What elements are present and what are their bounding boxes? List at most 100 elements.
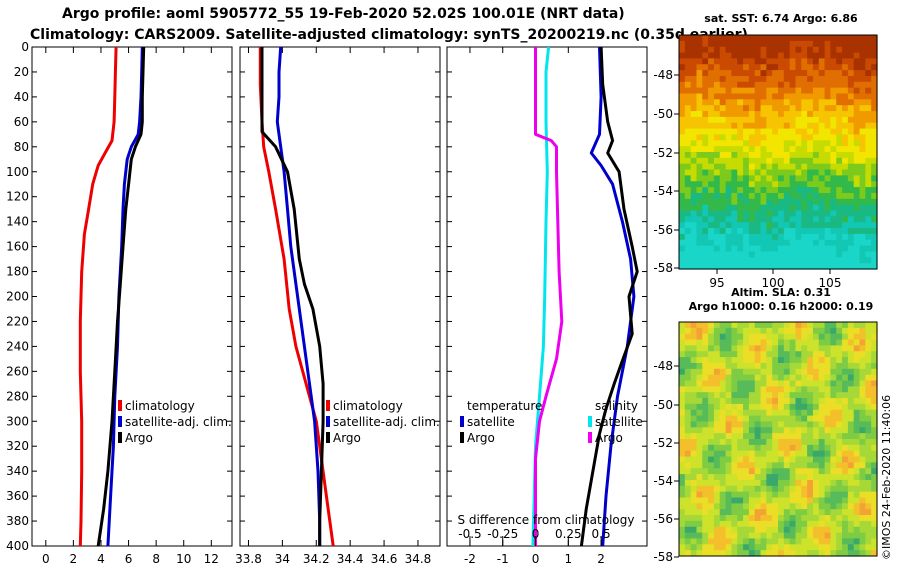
sla-map-cell xyxy=(859,503,866,510)
sla-map-cell xyxy=(824,444,832,452)
sst-map-cell xyxy=(830,257,837,264)
sla-map-cell xyxy=(679,409,686,417)
sla-map-cell xyxy=(847,380,855,387)
sst-map-cell xyxy=(713,99,721,106)
sst-map-x-tick-label: 100 xyxy=(762,276,785,290)
sst-map-cell xyxy=(818,46,826,54)
sla-map-cell xyxy=(859,392,866,399)
sst-map-cell xyxy=(679,239,686,247)
sla-map-cell xyxy=(789,509,797,516)
sst-map-cell xyxy=(847,233,855,241)
sst-map-cell xyxy=(725,87,733,95)
sla-map-cell xyxy=(737,433,744,440)
sla-map-cell xyxy=(743,479,750,487)
sla-map-cell xyxy=(743,456,750,463)
sst-map-cell xyxy=(766,204,773,212)
sst-map-cell xyxy=(824,216,832,223)
sla-map-cell xyxy=(748,345,756,352)
sla-map-cell xyxy=(807,497,814,504)
sst-map-cell xyxy=(865,99,872,106)
sla-map-cell xyxy=(812,526,820,534)
sla-map-cell xyxy=(859,421,866,428)
sla-map-cell xyxy=(812,415,820,423)
sst-map-cell xyxy=(842,93,849,100)
sst-map-cell xyxy=(853,146,861,153)
sst-map-cell xyxy=(679,75,686,83)
sst-map-cell xyxy=(696,175,703,182)
sla-map-cell xyxy=(789,515,797,522)
sst-map-cell xyxy=(713,222,721,229)
sla-map-cell xyxy=(737,327,744,335)
sla-map-cell xyxy=(789,362,797,370)
sla-map-cell xyxy=(801,409,808,417)
sla-map-cell xyxy=(789,526,797,534)
sst-map-cell xyxy=(789,257,797,264)
sst-map-cell xyxy=(795,152,802,159)
sst-map-cell xyxy=(766,99,773,106)
sst-map-cell xyxy=(824,187,832,194)
sst-map-cell xyxy=(812,257,820,264)
sst-map-cell xyxy=(801,146,808,153)
sst-map-cell xyxy=(708,251,715,258)
sst-map-cell xyxy=(847,245,855,253)
sst-map-cell xyxy=(702,251,709,258)
sla-map-cell xyxy=(766,497,773,504)
sst-map-cell xyxy=(859,245,866,253)
sla-map-cell xyxy=(871,474,878,481)
sla-map-cell xyxy=(847,368,855,376)
sst-map-cell xyxy=(871,46,878,54)
sla-map-cell xyxy=(743,550,750,557)
sla-map-cell xyxy=(778,374,785,382)
sst-map-cell xyxy=(713,52,721,59)
sst-map-cell xyxy=(824,175,832,182)
sst-map-cell xyxy=(737,146,744,153)
sla-map-cell xyxy=(748,392,756,399)
sla-map-cell xyxy=(743,351,750,358)
sst-map-cell xyxy=(696,239,703,247)
sla-map-cell xyxy=(696,491,703,499)
sst-map-cell xyxy=(830,192,837,200)
sst-map-cell xyxy=(679,111,686,118)
sla-map-cell xyxy=(696,474,703,481)
sla-map-cell xyxy=(859,456,866,463)
sst-map-cell xyxy=(719,75,727,83)
sla-map-cell xyxy=(684,497,692,504)
x-tick-label-difference: 0 xyxy=(532,552,540,566)
sla-map-cell xyxy=(772,403,779,411)
sst-map-cell xyxy=(690,204,698,212)
sst-map-cell xyxy=(754,40,762,48)
sla-map-cell xyxy=(725,374,733,382)
sla-map-cell xyxy=(702,333,709,341)
sla-map-cell xyxy=(807,322,814,329)
sla-map-cell xyxy=(708,474,715,481)
sst-map-cell xyxy=(859,251,866,258)
sst-map-cell xyxy=(760,263,767,270)
sla-map-cell xyxy=(731,374,738,382)
sla-map-cell xyxy=(702,520,709,528)
sla-map-cell xyxy=(789,322,797,329)
sla-map-cell xyxy=(737,380,744,387)
sst-map-cell xyxy=(830,75,837,83)
sst-map-cell xyxy=(743,222,750,229)
sst-map-cell xyxy=(748,46,756,54)
sst-map-cell xyxy=(737,75,744,83)
sst-map-cell xyxy=(713,245,721,253)
sla-map-cell xyxy=(847,427,855,434)
sla-map-cell xyxy=(783,357,791,364)
sst-map-cell xyxy=(696,128,703,136)
sst-map-cell xyxy=(865,40,872,48)
sst-map-cell xyxy=(696,87,703,95)
sla-map-cell xyxy=(789,503,797,510)
sst-map-cell xyxy=(760,111,767,118)
sst-map-cell xyxy=(795,181,802,188)
sst-map-cell xyxy=(725,239,733,247)
sla-map-cell xyxy=(725,444,733,452)
sla-map-cell xyxy=(778,526,785,534)
sla-map-cell xyxy=(737,550,744,557)
sst-map-cell xyxy=(812,64,820,71)
sla-map-cell xyxy=(708,322,715,329)
sst-map-cell xyxy=(853,228,861,235)
sst-map-cell xyxy=(865,128,872,136)
sst-map-cell xyxy=(684,251,692,258)
sst-map-cell xyxy=(871,146,878,153)
